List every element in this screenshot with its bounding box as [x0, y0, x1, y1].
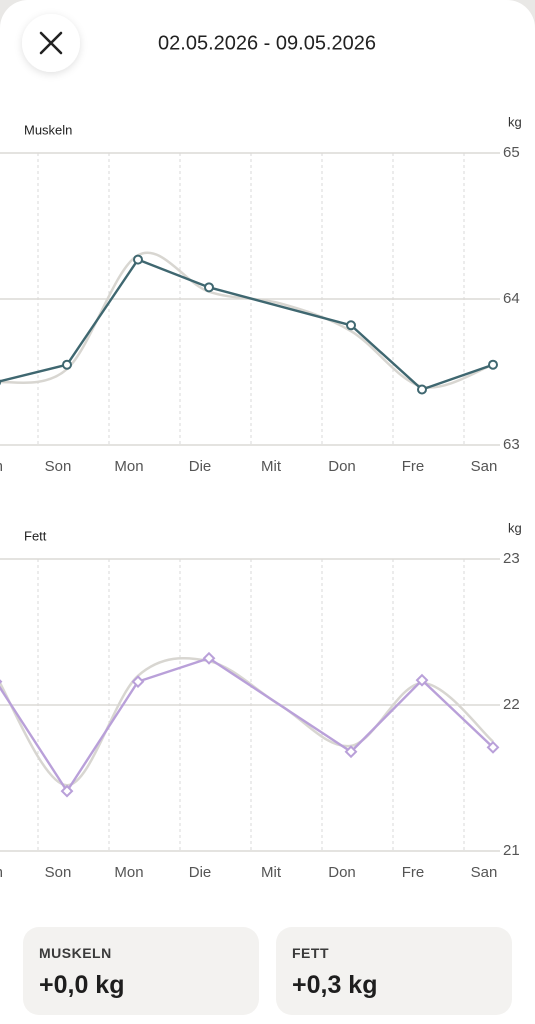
summary-card: MUSKELN +0,0 kg — [23, 927, 259, 1015]
x-tick-label: Son — [45, 864, 72, 881]
data-point — [417, 384, 427, 395]
y-tick-label: 63 — [503, 436, 520, 453]
close-button[interactable] — [22, 14, 80, 72]
x-tick-label: n — [0, 864, 3, 881]
data-point — [202, 651, 216, 665]
data-point — [133, 254, 143, 265]
data-point — [0, 679, 3, 685]
summary-value: +0,3 kg — [292, 971, 378, 999]
x-tick-label: Don — [328, 864, 356, 881]
line-segment — [137, 657, 210, 683]
data-point — [131, 675, 145, 689]
x-tick-label: Die — [189, 864, 212, 881]
x-tick-label: San — [471, 458, 498, 475]
data-point — [344, 745, 358, 759]
line-segment — [0, 685, 69, 792]
x-tick-label: San — [471, 864, 498, 881]
y-tick-label: 65 — [503, 144, 520, 161]
x-tick-label: Son — [45, 458, 72, 475]
line-segment — [137, 258, 210, 289]
line-segment — [65, 680, 140, 792]
line-segment — [421, 679, 494, 749]
summary-value: +0,0 kg — [39, 971, 125, 999]
line-segment — [0, 363, 68, 383]
unit-label: kg — [508, 520, 522, 535]
y-tick-label: 21 — [503, 842, 520, 859]
data-point — [346, 320, 356, 331]
data-point — [62, 359, 72, 370]
data-point — [60, 784, 74, 798]
data-point — [486, 740, 500, 754]
trend-line — [0, 251, 494, 389]
x-tick-label: Mit — [261, 864, 282, 881]
summary-label: MUSKELN — [39, 945, 112, 961]
chart-title: Fett — [24, 528, 47, 543]
line-segment — [208, 657, 352, 753]
unit-label: kg — [508, 114, 522, 129]
x-tick-label: Mit — [261, 458, 282, 475]
data-point — [488, 359, 498, 370]
close-icon[interactable] — [39, 31, 63, 55]
x-tick-label: n — [0, 458, 3, 475]
x-tick-label: Fre — [402, 864, 425, 881]
x-tick-label: Fre — [402, 458, 425, 475]
data-point — [204, 282, 214, 293]
line-segment — [421, 363, 494, 391]
x-tick-label: Don — [328, 458, 356, 475]
chart-title: Muskeln — [24, 122, 72, 137]
y-tick-label: 64 — [503, 290, 520, 307]
x-tick-label: Die — [189, 458, 212, 475]
x-tick-label: Mon — [114, 458, 143, 475]
y-tick-label: 22 — [503, 696, 520, 713]
date-range: 02.05.2026 - 09.05.2026 — [158, 32, 376, 54]
line-segment — [350, 679, 423, 753]
data-point — [415, 673, 429, 687]
y-tick-label: 23 — [503, 550, 520, 567]
x-tick-label: Mon — [114, 864, 143, 881]
line-segment — [350, 324, 423, 391]
summary-label: FETT — [292, 945, 329, 961]
line-segment — [208, 286, 352, 327]
summary-card: FETT +0,3 kg — [276, 927, 512, 1015]
line-segment — [66, 258, 139, 366]
